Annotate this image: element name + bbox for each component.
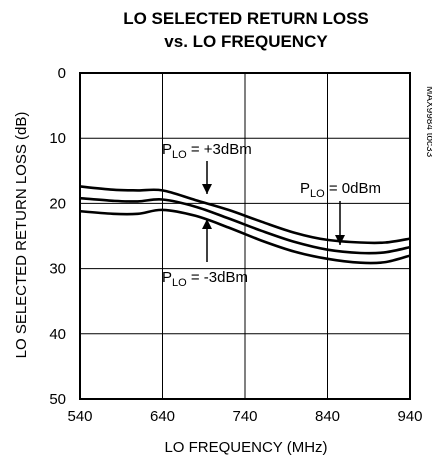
- y-axis-label: LO SELECTED RETURN LOSS (dB): [13, 112, 30, 359]
- x-tick-label: 740: [232, 408, 257, 425]
- grid-lines: [80, 73, 410, 399]
- annotation-arrow-head: [202, 184, 212, 194]
- chart-subtitle: vs. LO FREQUENCY: [164, 32, 328, 51]
- y-tick-label: 20: [49, 195, 66, 212]
- plot-frame: [79, 72, 411, 400]
- annotation-label: PLO = +3dBm: [162, 141, 252, 161]
- tick-labels: 540 640 740 840 940 0 10 20 30 40 50: [49, 65, 422, 425]
- annotation-arrow-head: [202, 219, 212, 229]
- x-tick-label: 640: [150, 408, 175, 425]
- x-tick-label: 940: [397, 408, 422, 425]
- annotations: PLO = +3dBm PLO = 0dBm PLO = -3dBm: [162, 141, 381, 289]
- x-tick-label: 540: [67, 408, 92, 425]
- series-line: [79, 208, 411, 265]
- y-tick-label: 30: [49, 261, 66, 278]
- annotation-label: PLO = 0dBm: [300, 180, 381, 200]
- y-tick-label: 50: [49, 391, 66, 408]
- annotation-label: PLO = -3dBm: [162, 269, 248, 289]
- y-tick-label: 40: [49, 326, 66, 343]
- x-axis-label: LO FREQUENCY (MHz): [164, 439, 327, 456]
- series-line: [79, 196, 411, 255]
- annotation-arrow-head: [335, 235, 345, 245]
- y-tick-label: 0: [58, 65, 66, 82]
- y-tick-label: 10: [49, 130, 66, 147]
- side-note: MAX9984 toc33: [424, 86, 432, 158]
- series-lines: [79, 185, 411, 265]
- series-line: [79, 185, 411, 245]
- chart-title: LO SELECTED RETURN LOSS: [123, 9, 369, 28]
- x-tick-label: 840: [315, 408, 340, 425]
